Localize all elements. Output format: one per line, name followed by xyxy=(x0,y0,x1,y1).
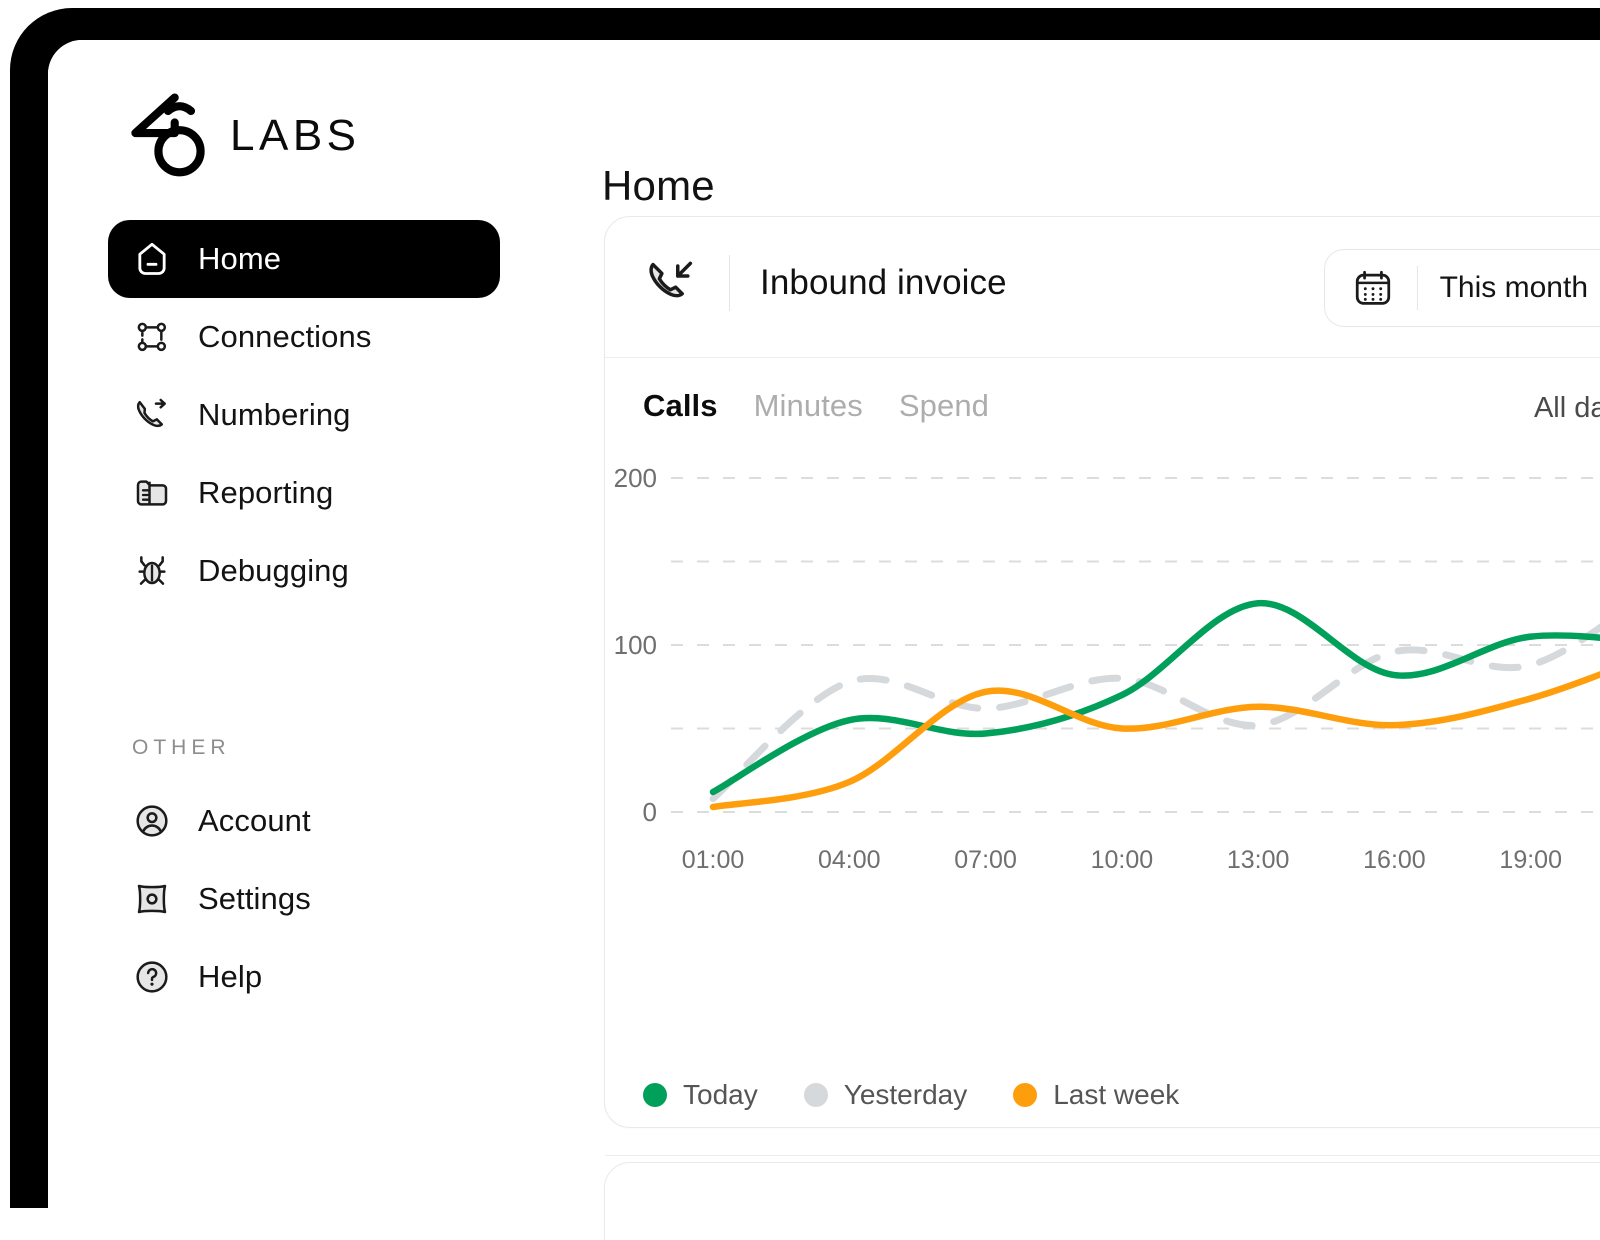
date-range-value: This month xyxy=(1439,271,1588,304)
sidebar-item-label: Reporting xyxy=(198,475,334,510)
brand-logo[interactable]: LABS xyxy=(120,88,361,180)
help-question-icon xyxy=(136,961,168,993)
sidebar-item-connections[interactable]: Connections xyxy=(108,298,500,376)
inbound-invoice-card: Inbound invoice xyxy=(604,216,1600,1240)
tab-spend[interactable]: Spend xyxy=(898,388,989,423)
sidebar-item-settings[interactable]: Settings xyxy=(108,860,500,938)
legend-label: Last week xyxy=(1053,1079,1180,1110)
chart-y-tick-labels: 0 100 200 xyxy=(614,463,657,827)
x-tick-label: 10:00 xyxy=(1091,846,1154,874)
series-line-yesterday xyxy=(709,623,1600,803)
chart-series xyxy=(709,599,1600,811)
series-line-today xyxy=(709,599,1600,796)
screen: LABS Home xyxy=(48,40,1600,1240)
legend-color-dot xyxy=(643,1083,667,1107)
y-tick-label: 100 xyxy=(614,630,657,660)
x-tick-label: 16:00 xyxy=(1363,846,1426,874)
legend-item-yesterday[interactable]: Yesterday xyxy=(803,1079,968,1111)
sidebar-item-label: Debugging xyxy=(198,553,349,588)
x-tick-label: 07:00 xyxy=(954,846,1017,874)
main-content: Home Inbound invoice xyxy=(560,40,1600,1240)
card-header-left: Inbound invoice xyxy=(643,255,1007,311)
x-tick-label: 13:00 xyxy=(1227,846,1290,874)
home-icon xyxy=(138,242,166,275)
device-bezel: LABS Home xyxy=(10,8,1600,1240)
sidebar-item-home[interactable]: Home xyxy=(108,220,500,298)
chart-gridlines xyxy=(671,477,1600,813)
tab-calls[interactable]: Calls xyxy=(643,388,718,423)
card-header: Inbound invoice xyxy=(605,217,1600,358)
legend-item-last-week[interactable]: Last week xyxy=(1013,1079,1179,1111)
range-picker-divider xyxy=(1416,266,1418,310)
sidebar-item-label: Connections xyxy=(198,319,372,354)
page-title: Home xyxy=(602,162,715,210)
settings-gear-icon xyxy=(137,884,167,914)
x-tick-label: 04:00 xyxy=(818,846,881,874)
daypart-select[interactable]: All day xyxy=(1534,392,1600,425)
sidebar-item-label: Settings xyxy=(198,881,311,916)
sidebar-item-reporting[interactable]: Reporting xyxy=(108,454,500,532)
chart-legend: Today Yesterday Last week xyxy=(643,1079,1179,1111)
y-tick-label: 0 xyxy=(643,797,657,827)
reporting-folder-icon xyxy=(136,480,168,506)
account-user-icon xyxy=(136,805,168,837)
legend-item-today[interactable]: Today xyxy=(643,1079,758,1111)
legend-color-dot xyxy=(803,1083,828,1107)
chart-svg: 0 100 200 01:00 04:00 07:00 10:00 13:00 16:00 19… xyxy=(614,463,1600,874)
sidebar-item-label: Home xyxy=(198,241,282,276)
legend-label: Today xyxy=(683,1079,758,1110)
date-range-picker[interactable]: This month xyxy=(1323,249,1600,327)
brand-wordmark: LABS xyxy=(230,111,361,160)
sidebar-item-label: Account xyxy=(198,803,311,838)
bug-icon xyxy=(138,556,166,585)
numbering-phone-forward-icon xyxy=(136,398,166,428)
tab-minutes[interactable]: Minutes xyxy=(753,388,863,423)
sidebar-item-label: Numbering xyxy=(198,397,351,432)
metric-tabs-row: Calls Minutes Spend All day xyxy=(605,358,1600,454)
sidebar-nav-main: Home xyxy=(108,220,500,610)
daypart-value: All day xyxy=(1533,392,1600,424)
sidebar-item-debugging[interactable]: Debugging xyxy=(108,532,500,610)
46-labs-logo-icon xyxy=(131,93,205,177)
header-divider xyxy=(729,255,730,311)
metric-tabs: Calls Minutes Spend xyxy=(643,388,989,424)
sidebar-item-account[interactable]: Account xyxy=(108,782,500,860)
sidebar-item-label: Help xyxy=(198,959,263,994)
calendar-icon xyxy=(1355,270,1390,305)
legend-color-dot xyxy=(1013,1083,1038,1107)
sidebar-section-title: OTHER xyxy=(132,736,231,759)
y-tick-label: 200 xyxy=(614,463,657,493)
next-card-partial xyxy=(604,1162,1600,1240)
sidebar-nav-other: OTHER Account Settings xyxy=(108,736,500,1016)
connections-icon xyxy=(137,322,167,352)
sidebar: LABS Home xyxy=(48,40,560,1240)
series-line-last-week xyxy=(709,671,1600,811)
sidebar-item-numbering[interactable]: Numbering xyxy=(108,376,500,454)
inbound-call-icon xyxy=(649,261,693,298)
x-tick-label: 01:00 xyxy=(682,846,745,874)
x-tick-label: 19:00 xyxy=(1499,846,1562,874)
card-title: Inbound invoice xyxy=(760,263,1007,302)
sidebar-item-help[interactable]: Help xyxy=(108,938,500,1016)
calls-line-chart: 0 100 200 01:00 04:00 07:00 10:00 13:00 16:00 19… xyxy=(605,454,1600,924)
legend-label: Yesterday xyxy=(843,1079,968,1110)
